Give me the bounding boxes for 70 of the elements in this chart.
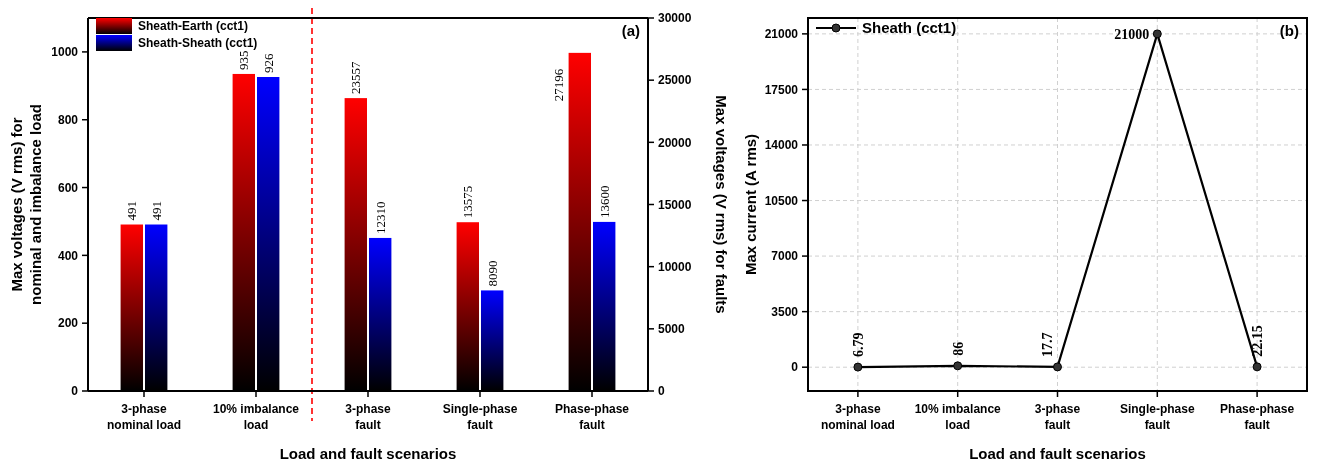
bar [568,52,591,391]
y-tick-label: 14000 [764,138,799,153]
data-label: 13600 [596,185,612,218]
legend-label: Sheath (cct1) [862,19,957,37]
bar [120,224,143,391]
bar [257,77,280,391]
y-tick-label: 0 [71,384,79,399]
x-tick-label: 10% imbalance load [212,402,300,432]
x-tick-label: Single-phase fault [1119,402,1195,432]
y-tick-label: 17500 [764,82,799,97]
y-axis-title: Max current (A rms) [742,133,759,276]
data-label: 926 [260,53,276,73]
bar [481,290,504,391]
bar [369,237,392,391]
y-tick-label: 600 [57,180,79,195]
bar [232,73,255,391]
point [953,361,963,371]
x-tick-label: Single-phase fault [442,402,518,432]
data-label: 8090 [484,260,500,287]
bar [145,224,168,391]
bar [593,221,616,391]
x-tick-label: 3-phase nominal load [106,402,182,432]
data-label: 13575 [460,185,476,219]
x-axis-title: Load and fault scenarios [969,445,1146,462]
x-tick-label: 3-phase nominal load [820,402,895,432]
y-axis-title: Max voltages (V rms) for nominal and imbalance load [8,104,44,305]
annotation: (b) [1279,22,1299,39]
x-tick-label: Phase-phase fault [554,402,630,432]
x-tick-label: 3-phase fault [1034,402,1081,432]
data-label: 17.7 [1040,332,1056,357]
point [853,362,863,372]
legend-label: Sheath-Sheath (cct1) [138,36,258,51]
bar [456,222,479,391]
y2-axis-title: Max voltages (V rms) for faults [713,95,730,314]
point [1252,362,1262,372]
y2-tick-label: 0 [658,384,665,399]
y-tick-label: 7000 [771,249,799,264]
x-tick-label: Phase-phase fault [1220,402,1295,432]
bar [344,98,367,391]
data-label: 21000 [1114,26,1150,42]
y-tick-label: 0 [791,360,799,375]
x-tick-label: 10% imbalance load [914,402,1002,432]
data-label: 6.79 [850,332,866,358]
x-tick-label: 3-phase fault [345,402,391,432]
y-tick-label: 400 [57,248,79,263]
point [1152,29,1162,39]
data-label: 23557 [348,61,364,95]
data-label: 491 [148,201,164,221]
y-tick-label: 10500 [764,193,799,208]
y2-tick-label: 20000 [658,135,692,150]
data-label: 27196 [551,68,567,102]
point [1053,362,1062,372]
y2-tick-label: 15000 [658,197,692,212]
y-tick-label: 21000 [764,27,799,42]
y2-tick-label: 25000 [658,73,692,88]
y-tick-label: 1000 [51,45,79,60]
y2-tick-label: 10000 [658,259,692,274]
data-label: 491 [124,201,140,221]
data-label: 86 [950,341,966,356]
annotation: (a) [621,22,640,39]
y-tick-label: 3500 [771,304,799,319]
y-tick-label: 800 [57,112,79,127]
legend-label: Sheath-Earth (cct1) [138,19,249,34]
data-label: 22.15 [1250,325,1265,357]
data-label: 12310 [372,201,388,234]
y-tick-label: 200 [57,316,79,331]
x-axis-title: Load and fault scenarios [279,445,457,462]
y2-tick-label: 5000 [658,322,686,337]
y2-tick-label: 30000 [658,11,692,26]
data-label: 935 [236,50,252,70]
